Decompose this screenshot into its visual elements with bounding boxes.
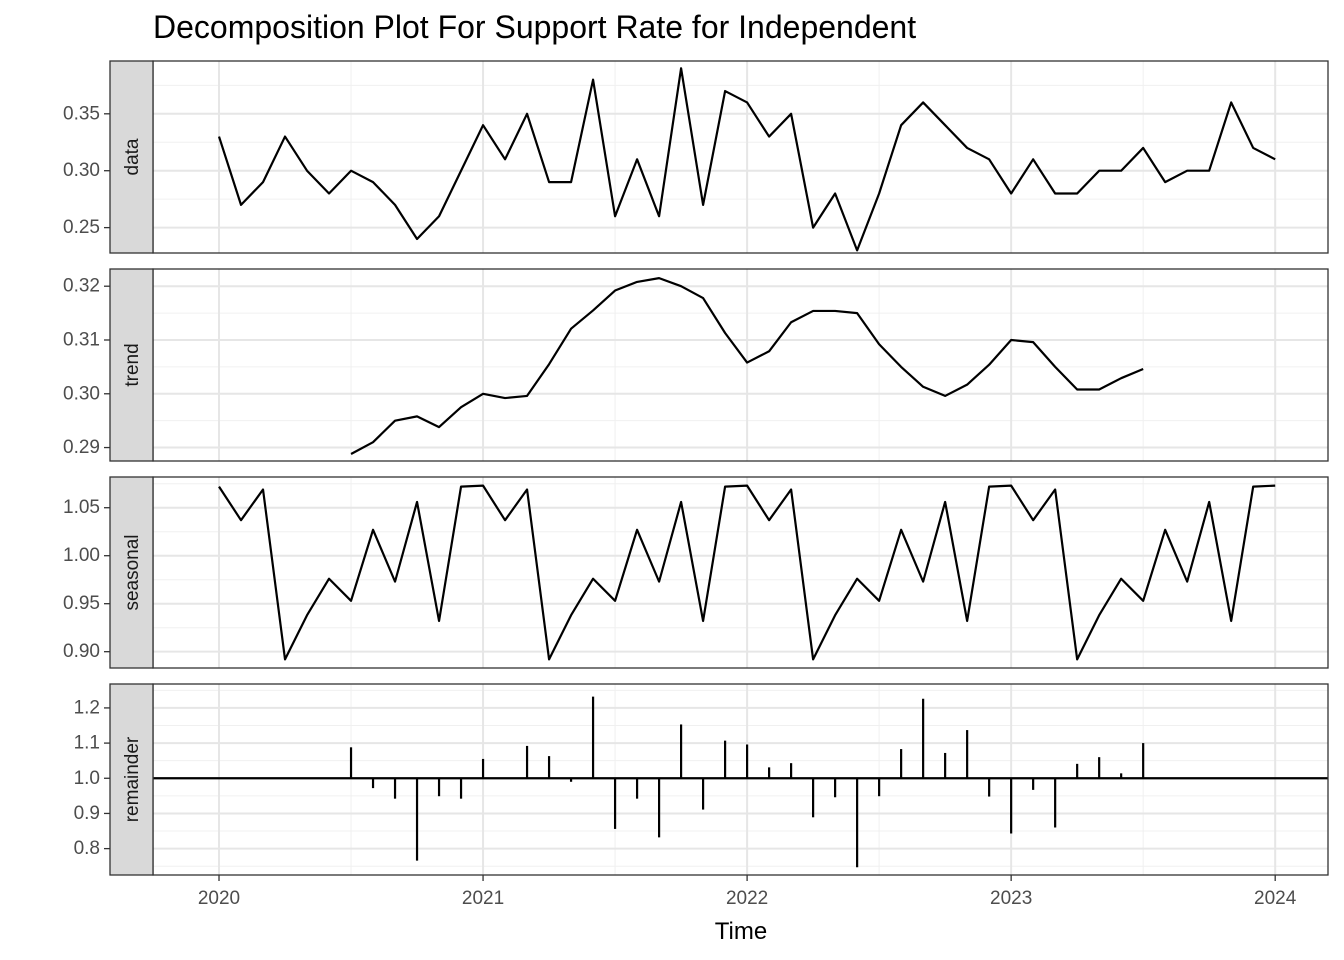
x-tick-label: 2022 bbox=[726, 888, 768, 909]
strip-data: data bbox=[109, 60, 154, 254]
y-tick-label: 1.2 bbox=[74, 697, 100, 718]
y-tick-label: 1.05 bbox=[63, 497, 100, 518]
strip-label-seasonal: seasonal bbox=[122, 534, 143, 610]
y-tick-label: 0.32 bbox=[63, 276, 100, 297]
trend-line bbox=[350, 277, 1144, 455]
strip-background bbox=[109, 60, 154, 254]
y-tick-label: 1.1 bbox=[74, 733, 100, 754]
panel-seasonal: seasonal 0.90 0.95 1.00 1.05 bbox=[63, 476, 1329, 669]
y-tick-label: 0.30 bbox=[63, 160, 100, 181]
data-y-axis: 0.25 0.30 0.35 bbox=[63, 103, 110, 238]
gridlines bbox=[153, 477, 1328, 668]
panel-background bbox=[153, 269, 1328, 461]
y-tick-label: 0.8 bbox=[74, 838, 100, 859]
y-tick-label: 0.9 bbox=[74, 803, 100, 824]
y-tick-label: 0.90 bbox=[63, 641, 100, 662]
chart-title: Decomposition Plot For Support Rate for … bbox=[153, 9, 916, 45]
remainder-series bbox=[153, 696, 1328, 868]
strip-background bbox=[109, 476, 154, 669]
panel-background bbox=[153, 684, 1328, 875]
x-tick-label: 2023 bbox=[990, 888, 1032, 909]
data-line bbox=[217, 67, 1276, 252]
gridlines bbox=[153, 269, 1328, 461]
y-tick-label: 1.00 bbox=[63, 545, 100, 566]
y-tick-label: 0.29 bbox=[63, 437, 100, 458]
strip-label-remainder: remainder bbox=[122, 736, 143, 822]
data-series bbox=[217, 67, 1276, 252]
y-tick-label: 0.30 bbox=[63, 383, 100, 404]
y-tick-label: 1.0 bbox=[74, 768, 100, 789]
y-tick-label: 0.95 bbox=[63, 593, 100, 614]
panel-trend: trend 0.29 0.30 0.31 0.32 bbox=[63, 268, 1329, 462]
strip-trend: trend bbox=[109, 268, 154, 462]
x-tick-label: 2021 bbox=[462, 888, 504, 909]
gridlines bbox=[153, 61, 1328, 253]
strip-label-trend: trend bbox=[122, 343, 143, 386]
y-tick-label: 0.25 bbox=[63, 217, 100, 238]
strip-background bbox=[109, 683, 154, 876]
panels-group: data 0.25 0.30 0.35 trend 0.29 0.30 0.31 0.32 sea… bbox=[63, 60, 1329, 876]
trend-series bbox=[350, 277, 1144, 455]
y-tick-label: 0.31 bbox=[63, 329, 100, 350]
strip-label-data: data bbox=[122, 138, 143, 175]
panel-background bbox=[153, 61, 1328, 253]
strip-background bbox=[109, 268, 154, 462]
seasonal-y-axis: 0.90 0.95 1.00 1.05 bbox=[63, 497, 110, 662]
remainder-y-axis: 0.8 0.9 1.0 1.1 1.2 bbox=[74, 697, 110, 859]
seasonal-line bbox=[218, 484, 1276, 661]
x-axis: 2020 2021 2022 2023 2024 bbox=[198, 875, 1297, 909]
panel-remainder: remainder 0.8 0.9 1.0 1.1 1.2 bbox=[74, 683, 1329, 876]
x-axis-label: Time bbox=[715, 918, 767, 945]
panel-data: data 0.25 0.30 0.35 bbox=[63, 60, 1329, 254]
strip-seasonal: seasonal bbox=[109, 476, 154, 669]
trend-y-axis: 0.29 0.30 0.31 0.32 bbox=[63, 276, 110, 458]
seasonal-series bbox=[218, 484, 1276, 661]
y-tick-label: 0.35 bbox=[63, 103, 100, 124]
x-tick-label: 2024 bbox=[1254, 888, 1297, 909]
panel-background bbox=[153, 477, 1328, 668]
strip-remainder: remainder bbox=[109, 683, 154, 876]
x-tick-label: 2020 bbox=[198, 888, 240, 909]
